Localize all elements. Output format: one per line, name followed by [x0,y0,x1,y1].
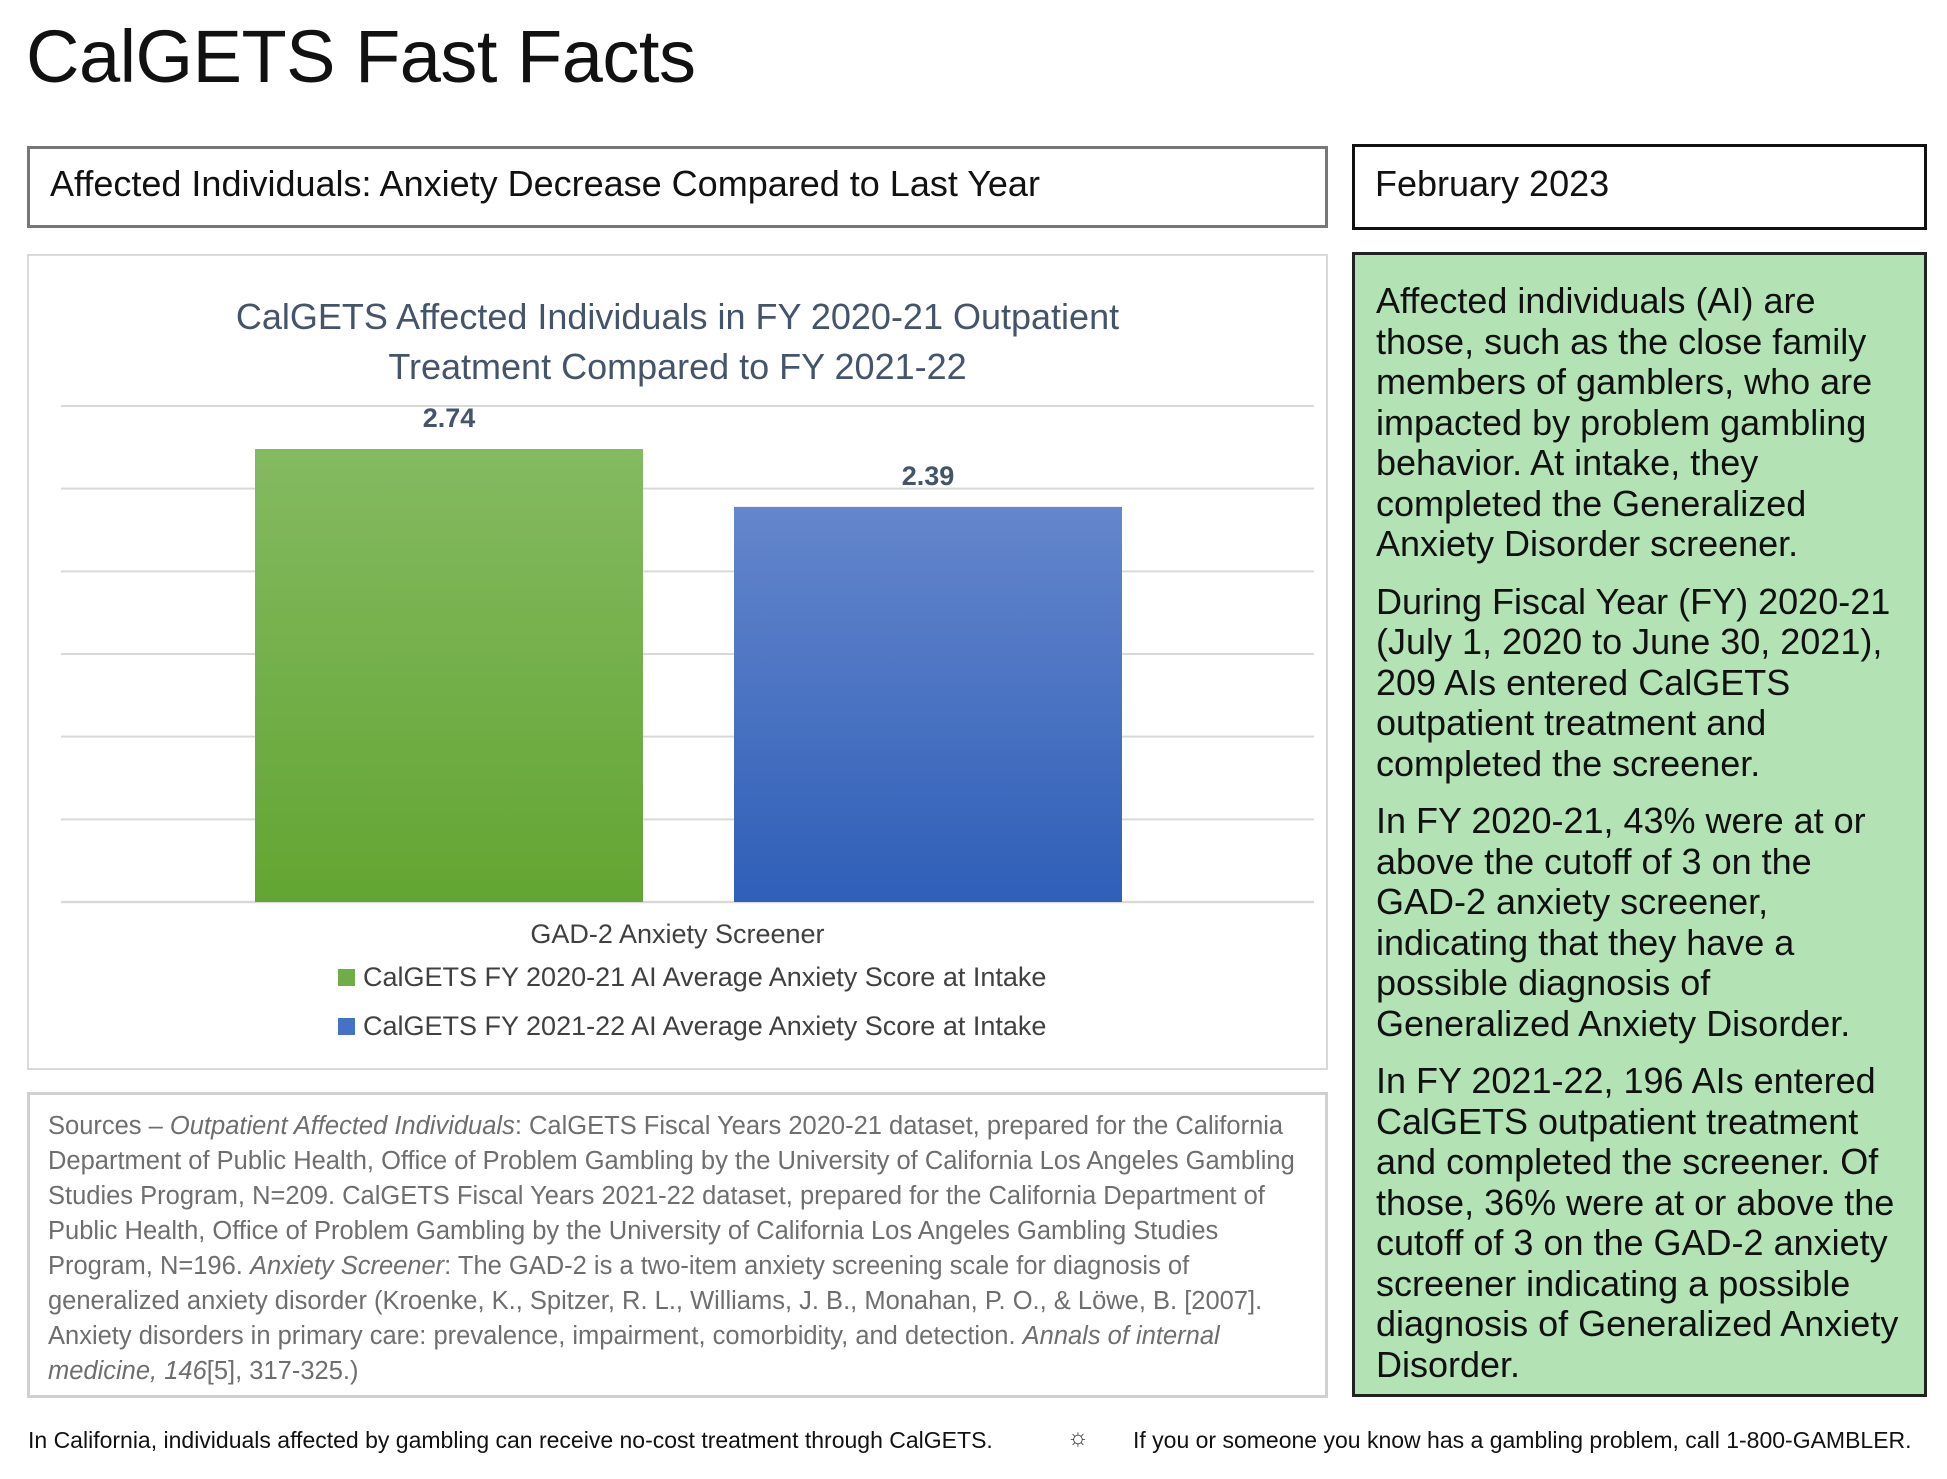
chart-title: CalGETS Affected Individuals in FY 2020-… [29,292,1326,392]
date-box: February 2023 [1352,144,1927,230]
legend-label: CalGETS FY 2020-21 AI Average Anxiety Sc… [363,962,1047,992]
bar-value-label: 2.39 [902,461,955,491]
legend-item-fy2021-22: CalGETS FY 2021-22 AI Average Anxiety Sc… [338,1011,1046,1042]
fact-paragraph-definition: Affected individuals (AI) are those, suc… [1376,280,1873,564]
sources-title-anxiety: Anxiety Screener [249,1252,445,1280]
fact-paragraph-fy2021-22: In FY 2021-22, 196 AIs entered CalGETS o… [1376,1060,1899,1385]
date-text: February 2023 [1375,163,1610,204]
x-axis-label: GAD-2 Anxiety Screener [530,919,825,949]
fact-paragraph-fy2020-21-cutoff: In FY 2020-21, 43% were at or above the … [1376,800,1866,1044]
chart-title-line-2: Treatment Compared to FY 2021-22 [388,346,967,387]
sources-text-anxiety: : The GAD-2 is a two-item anxiety screen… [48,1252,1263,1350]
bar-chart: 2.74 2.39 [61,403,1314,904]
sources-box: Sources – Outpatient Affected Individual… [27,1092,1328,1398]
sources-journal: Annals of internal medicine, 146 [48,1322,1220,1385]
sun-icon: ☼ [1067,1424,1089,1451]
legend-swatch-green [338,969,355,986]
chart-title-line-1: CalGETS Affected Individuals in FY 2020-… [235,296,1120,337]
fact-paragraph-fy2020-21-intake: During Fiscal Year (FY) 2020-21 (July 1,… [1376,580,1891,784]
footer-right-text: If you or someone you know has a gamblin… [1133,1427,1912,1453]
chart-panel: CalGETS Affected Individuals in FY 2020-… [27,254,1328,1070]
sources-lead: Sources – [48,1112,170,1140]
legend-item-fy2020-21: CalGETS FY 2020-21 AI Average Anxiety Sc… [338,962,1046,993]
page-title: CalGETS Fast Facts [26,15,696,98]
subtitle-box: Affected Individuals: Anxiety Decrease C… [27,146,1328,228]
bar-fy2021-22 [734,506,1122,902]
bar-fy2020-21 [255,448,643,902]
facts-panel: Affected individuals (AI) are those, suc… [1352,252,1927,1397]
sources-citation-end: [5], 317-325.) [206,1357,359,1385]
footer-left-text: In California, individuals affected by g… [28,1427,993,1453]
sources-text-outpatient: : CalGETS Fiscal Years 2020-21 dataset, … [48,1112,1295,1280]
subtitle-text: Affected Individuals: Anxiety Decrease C… [50,163,1040,204]
legend-label: CalGETS FY 2021-22 AI Average Anxiety Sc… [363,1011,1047,1041]
bar-value-label: 2.74 [423,403,476,433]
legend-swatch-blue [338,1018,355,1035]
sources-title-outpatient: Outpatient Affected Individuals [169,1112,515,1140]
